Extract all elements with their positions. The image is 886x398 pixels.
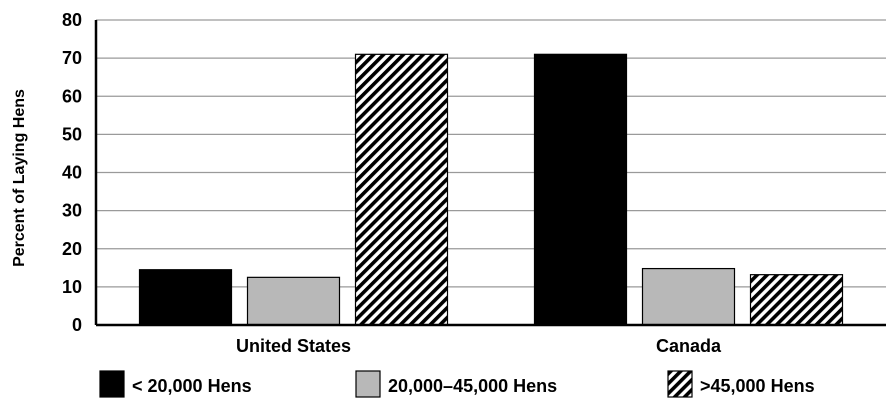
y-tick-label: 80 — [62, 10, 82, 30]
legend-label: < 20,000 Hens — [132, 376, 252, 396]
x-category-label: Canada — [656, 336, 722, 356]
y-axis-ticks: 0 10 20 30 40 50 60 70 80 — [62, 10, 82, 335]
bar — [533, 53, 628, 326]
bar — [749, 274, 844, 326]
bar — [354, 53, 449, 326]
legend-label: >45,000 Hens — [700, 376, 815, 396]
gridlines — [96, 19, 886, 288]
bars — [138, 53, 844, 326]
y-tick-label: 20 — [62, 239, 82, 259]
y-tick-label: 10 — [62, 277, 82, 297]
legend-swatch — [667, 370, 693, 398]
bar — [246, 276, 341, 326]
category-labels: United States Canada — [236, 336, 722, 356]
y-tick-label: 50 — [62, 124, 82, 144]
y-axis-label: Percent of Laying Hens — [11, 89, 28, 267]
legend-label: 20,000–45,000 Hens — [388, 376, 557, 396]
legend: < 20,000 Hens 20,000–45,000 Hens >45,000 H… — [99, 370, 815, 398]
y-tick-label: 0 — [72, 315, 82, 335]
y-tick-label: 70 — [62, 48, 82, 68]
y-tick-label: 40 — [62, 163, 82, 183]
legend-swatch — [355, 370, 381, 398]
legend-swatch — [99, 370, 125, 398]
y-tick-label: 60 — [62, 86, 82, 106]
bar — [641, 267, 736, 326]
bar — [138, 269, 233, 326]
x-category-label: United States — [236, 336, 351, 356]
y-tick-label: 30 — [62, 201, 82, 221]
